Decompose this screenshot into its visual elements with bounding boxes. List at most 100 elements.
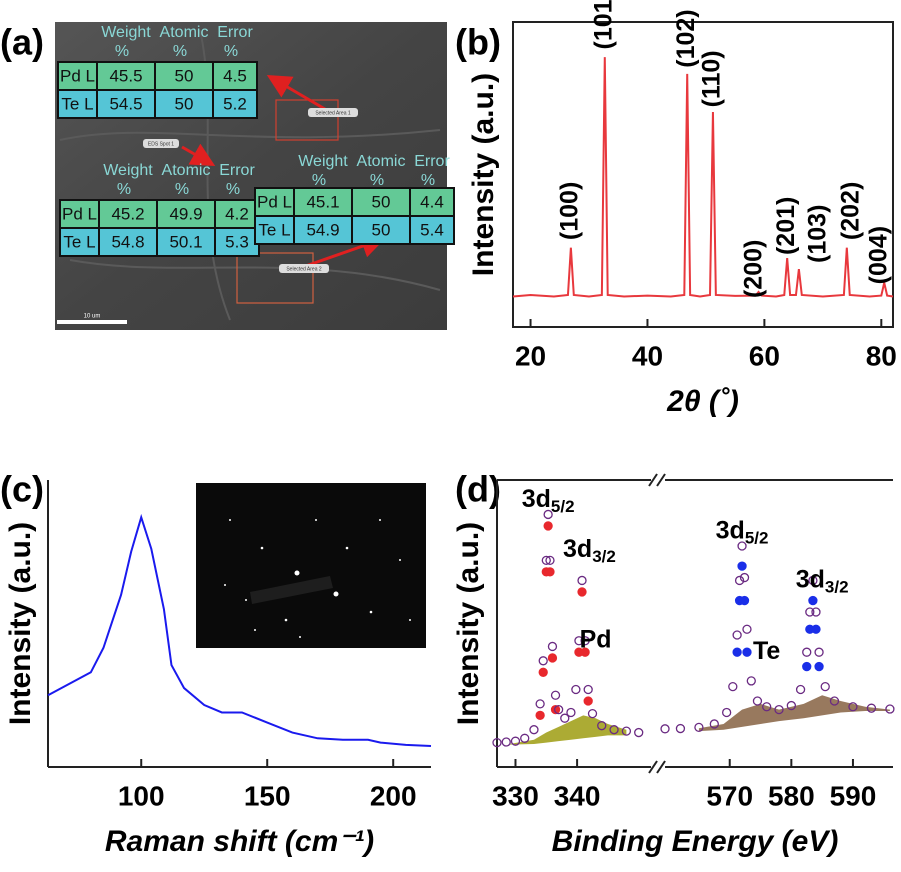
tag-label: Selected Area 1 [315,110,351,116]
peak-label: (100) [555,182,583,240]
cell-text: 50 [175,94,194,113]
column-unit: % [370,172,384,189]
cell-text: 4.5 [223,66,247,85]
data-point [550,704,561,715]
tag-label: Selected Area 2 [286,266,322,272]
x-tick-label: 60 [749,340,780,371]
table-cell [154,89,214,119]
cell-text: 50.1 [169,232,202,251]
data-point [829,696,840,706]
cell-text: Te L [258,220,290,239]
data-point [739,572,750,583]
data-point [621,726,632,736]
cell-text: 5.4 [420,220,444,239]
scale-bar-label: 10 um [84,314,101,320]
column-unit: % [175,181,189,198]
data-point [609,725,619,735]
data-point [802,647,812,657]
data-point [547,653,558,663]
column-header: Error [414,153,450,170]
data-point [675,723,686,734]
column-header: Weight [103,162,153,179]
data-point [538,667,548,677]
selected-area-box [236,252,314,304]
x-tick-label: 590 [830,780,877,811]
cell-text: Te L [61,94,93,113]
data-point [737,561,747,571]
data-point [535,699,545,709]
data-point [802,661,812,672]
data-point [814,661,824,672]
data-point [811,607,821,617]
data-point [550,690,561,700]
peak-label-sub: 3/2 [825,578,849,597]
y-axis-label: Intensity (a.u.) [467,73,500,276]
peak-label: (101) [589,0,617,49]
table-cell [214,227,260,257]
data-point [762,702,772,712]
column-header: Atomic [357,153,406,170]
data-point [510,736,521,746]
peak-label: (201) [772,197,800,255]
data-point [866,703,877,713]
peak-label: (103) [803,205,831,263]
data-point [786,700,796,711]
x-tick-label: 330 [492,780,539,811]
data-point [739,595,750,606]
peak-label: 3d5/2 [716,516,769,548]
data-line [512,57,894,298]
cell-text: 54.9 [306,220,339,239]
data-point [814,647,824,657]
peak-label: (200) [740,240,768,298]
data-point [543,521,553,531]
data-point [535,710,545,720]
panel-label: (d) [455,469,501,510]
table-cell [59,227,100,257]
peak-label-main: 3d [563,535,592,563]
axis-break [656,473,666,487]
column-header: Atomic [162,162,211,179]
table-cell [212,61,258,91]
cell-text: 45.1 [306,192,339,211]
diffraction-spots [224,519,411,638]
beam-stop [250,576,333,604]
arrow [266,74,331,114]
peak-label-sub: 5/2 [745,529,769,548]
data-point [566,707,576,718]
data-point [752,696,763,706]
peak-label-main: Pd [580,625,612,653]
data-point [560,713,570,723]
data-point [538,656,548,666]
column-unit: % [173,43,187,60]
cell-text: 54.5 [109,94,142,113]
y-axis-label: Intensity (a.u.) [452,522,485,725]
peak-label: (004) [865,226,893,284]
peak-label: 3d5/2 [522,485,575,517]
cell-text: Pd L [60,66,95,85]
cell-text: 4.2 [225,204,249,223]
column-header: Weight [298,153,348,170]
column-unit: % [312,172,326,189]
data-point [728,681,738,692]
cell-text: 5.3 [225,232,249,251]
data-point [580,647,590,657]
axis-break [648,473,658,487]
peak-label: (202) [837,182,865,240]
column-header: Error [219,162,255,179]
data-point [795,684,806,695]
x-tick-label: 200 [370,780,417,811]
data-point [885,704,895,714]
column-header: Atomic [160,24,209,41]
cell-text: 50 [175,66,194,85]
data-point [543,509,553,520]
data-point [529,725,539,735]
table-cell [351,187,411,217]
x-tick-label: 150 [244,780,291,811]
cell-text: 5.2 [223,94,247,113]
data-point [732,630,742,640]
axis-break [648,760,658,774]
data-point [571,684,581,695]
data-point [501,737,511,747]
peak-label: Pd [580,625,612,653]
